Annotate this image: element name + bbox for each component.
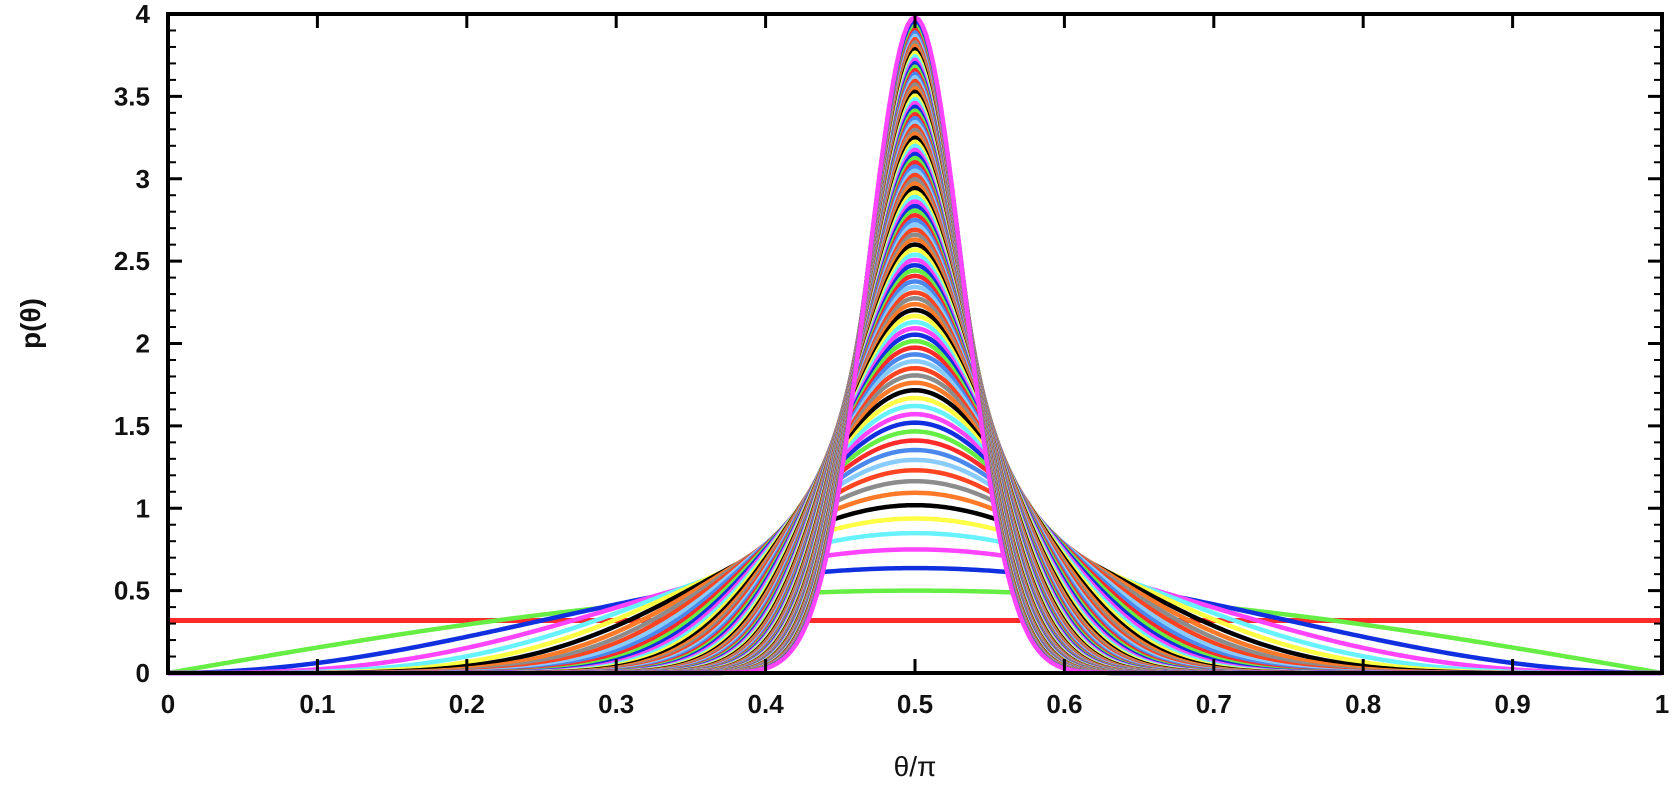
y-tick-label: 1.5 — [114, 411, 150, 441]
series-line-n20 — [168, 373, 1662, 676]
series-line-n4 — [168, 530, 1662, 676]
series-line-n12 — [168, 438, 1662, 676]
y-tick-label: 1 — [136, 493, 150, 523]
x-tick-label: 0.6 — [1046, 689, 1082, 719]
x-tick-label: 0.4 — [748, 689, 785, 719]
x-tick-label: 0.2 — [449, 689, 485, 719]
series-line-n3 — [168, 547, 1662, 676]
y-tick-label: 3.5 — [114, 81, 150, 111]
series-line-n59 — [168, 163, 1662, 676]
series-line-n9 — [168, 468, 1662, 676]
y-tick-label: 2.5 — [114, 246, 150, 276]
x-tick-label: 0.8 — [1345, 689, 1381, 719]
series-line-n2 — [167, 565, 1663, 676]
series-line-n52 — [168, 194, 1662, 676]
x-tick-label: 0 — [161, 689, 175, 719]
y-tick-label: 0.5 — [114, 576, 150, 606]
series-line-n48 — [168, 213, 1662, 676]
y-tick-labels: 0 0.5 1 1.5 2 2.5 3 3.5 4 — [114, 0, 151, 688]
y-tick-label: 0 — [136, 658, 150, 688]
x-tick-label: 1 — [1655, 689, 1669, 719]
series-curves — [167, 15, 1663, 676]
x-tick-label: 0.9 — [1495, 689, 1531, 719]
x-tick-labels: 0 0.1 0.2 0.3 0.4 0.5 0.6 0.7 0.8 0.9 1 — [161, 689, 1669, 719]
y-tick-label: 4 — [136, 0, 151, 29]
plot-frame — [166, 12, 1664, 675]
x-tick-label: 0.7 — [1196, 689, 1232, 719]
y-axis-title: p(θ) — [15, 298, 46, 349]
x-tick-label: 0.1 — [299, 689, 335, 719]
series-line-n8 — [168, 478, 1662, 676]
series-line-n19 — [168, 380, 1662, 676]
series-line-n23 — [168, 352, 1662, 676]
axis-ticks — [166, 12, 1664, 675]
y-tick-label: 3 — [136, 164, 150, 194]
series-line-n16 — [168, 403, 1662, 676]
series-line-n1 — [167, 588, 1663, 676]
x-tick-label: 0.5 — [897, 689, 933, 719]
y-tick-label: 2 — [136, 329, 150, 359]
x-tick-label: 0.3 — [598, 689, 634, 719]
x-axis-title: θ/π — [894, 751, 937, 782]
